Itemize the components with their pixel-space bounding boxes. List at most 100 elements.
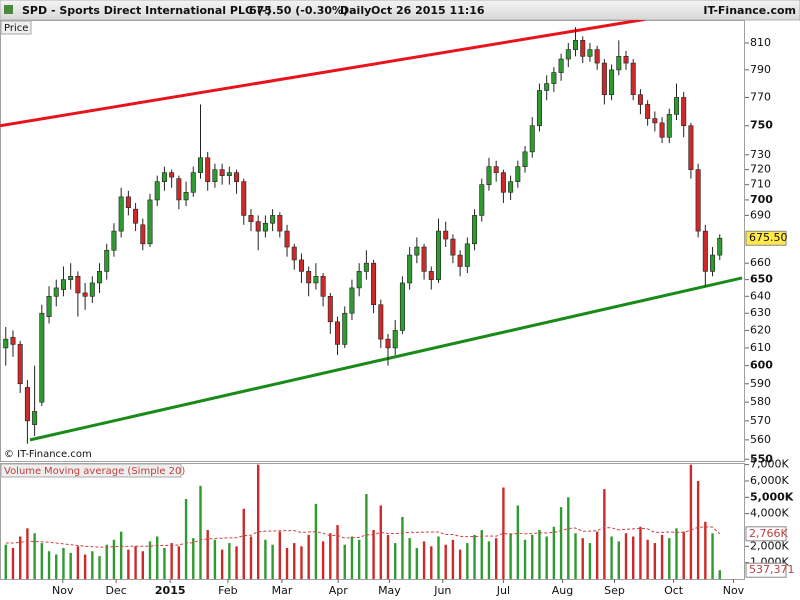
y-tick-label: 550	[750, 452, 773, 465]
volume-bar	[523, 539, 527, 579]
source: IT-Finance.com	[703, 4, 796, 17]
timestamp: Oct 26 2015 11:16	[371, 4, 485, 17]
volume-bar	[235, 546, 238, 579]
candle-body	[342, 312, 348, 345]
y-tick-label: 730	[750, 148, 771, 161]
candle-body	[515, 166, 521, 182]
y-tick-label: 620	[750, 323, 771, 336]
candle-body	[97, 271, 103, 284]
volume-bar	[401, 516, 404, 579]
volume-bar	[314, 503, 318, 579]
volume-bar	[163, 547, 166, 579]
y-tick-label: 690	[750, 208, 771, 221]
volume-bar	[11, 547, 15, 579]
x-tick-label: Mar	[272, 584, 293, 597]
volume-bar	[343, 544, 346, 579]
volume-bar	[509, 533, 512, 579]
volume-bar	[567, 497, 570, 579]
candle-body	[508, 181, 514, 193]
candle-body	[630, 62, 636, 95]
candle-body	[392, 330, 398, 349]
volume-bar	[552, 526, 556, 579]
volume-bar	[249, 536, 253, 579]
candle-body	[140, 224, 146, 245]
candle-body	[349, 287, 355, 314]
volume-bar	[119, 531, 123, 579]
candle-body	[558, 58, 564, 73]
x-tick-label: Nov	[723, 584, 745, 597]
volume-bar	[408, 538, 411, 579]
candle-body	[60, 279, 66, 290]
header-icon	[4, 5, 13, 14]
volume-bar	[33, 533, 36, 579]
candle-body	[609, 69, 615, 95]
volume-bar	[321, 541, 325, 579]
candle-body	[17, 344, 23, 385]
volume-tick-label: 5,000K	[750, 490, 794, 503]
y-tick-label: 600	[750, 359, 773, 372]
candle-body	[298, 259, 304, 272]
candle-body	[695, 169, 701, 232]
candle-body	[623, 56, 629, 64]
volume-bar	[581, 538, 584, 579]
volume-bar	[682, 531, 685, 579]
candle-body	[681, 97, 687, 127]
volume-bar	[437, 536, 440, 579]
volume-bar	[718, 570, 721, 579]
candle-body	[169, 172, 175, 178]
candle-body	[24, 387, 30, 422]
candle-body	[82, 292, 88, 297]
y-tick-label: 710	[750, 178, 771, 191]
volume-bar	[112, 539, 116, 579]
volume-bar	[256, 464, 260, 579]
volume-bar	[444, 544, 447, 579]
candle-body	[205, 157, 211, 182]
candle-body	[111, 230, 117, 251]
volume-bar	[293, 543, 296, 579]
volume-bar	[336, 525, 339, 579]
candle-body	[573, 40, 579, 50]
ma-label-box	[745, 526, 787, 542]
volume-bar	[394, 543, 397, 579]
volume-bar	[357, 539, 361, 579]
candle-body	[637, 94, 643, 105]
candle-body	[702, 230, 708, 272]
volume-bar	[696, 480, 700, 579]
y-tick-label: 720	[750, 163, 771, 176]
y-tick-label: 700	[750, 193, 773, 206]
volume-bar	[502, 487, 505, 579]
candle-body	[190, 172, 196, 193]
volume-tick-label: 2,000K	[750, 539, 789, 552]
volume-bar	[4, 544, 7, 579]
candle-body	[284, 230, 290, 248]
candle-body	[320, 276, 326, 297]
candle-body	[659, 122, 665, 138]
candle-body	[226, 172, 232, 176]
volume-bar	[451, 539, 455, 579]
candle-body	[652, 118, 658, 124]
volume-bar	[494, 538, 498, 579]
volume-bar	[228, 543, 231, 579]
y-tick-label: 810	[750, 36, 771, 49]
volume-bar	[668, 538, 671, 579]
candle-body	[306, 271, 312, 284]
y-tick-label: 590	[750, 377, 771, 390]
x-tick-label: 2015	[155, 584, 186, 597]
candle-body	[421, 246, 427, 272]
volume-bar	[141, 551, 144, 579]
x-tick-label: Jul	[496, 584, 510, 597]
candle-body	[710, 254, 716, 272]
volume-bar	[26, 528, 29, 579]
volume-bar	[422, 541, 426, 579]
volume-bar	[329, 533, 332, 579]
candle-body	[399, 282, 405, 331]
candle-body	[450, 238, 456, 256]
copyright: © IT-Finance.com	[4, 449, 92, 460]
candle-body	[291, 246, 297, 261]
y-tick-label: 770	[750, 90, 771, 103]
candle-body	[255, 221, 261, 232]
candle-body	[594, 49, 600, 64]
candle-body	[479, 184, 485, 216]
candle-body	[89, 282, 95, 297]
